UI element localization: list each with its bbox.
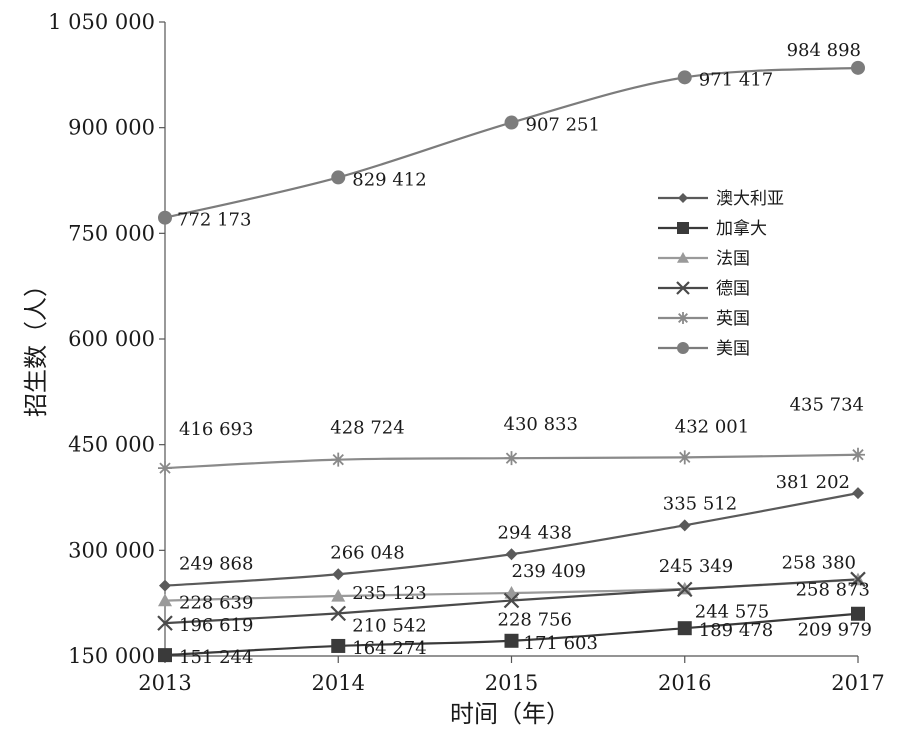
y-tick-label: 900 000 [68,116,155,140]
legend-label: 德国 [716,279,750,299]
y-tick-label: 300 000 [68,538,155,562]
data-label: 416 693 [179,419,253,440]
data-point [851,447,865,462]
y-axis-title: 招生数（人） [22,273,50,417]
data-label: 266 048 [330,542,404,563]
data-label: 239 409 [512,561,586,582]
data-label: 772 173 [177,210,251,231]
legend-marker [677,222,689,234]
data-label: 829 412 [352,169,426,190]
data-point [851,60,865,75]
data-point [851,606,865,621]
data-label: 335 512 [663,493,737,514]
data-point [158,593,172,607]
data-label: 432 001 [675,416,749,437]
x-tick-label: 2016 [658,671,711,695]
axes: 150 000 300 000 450 000 600 000 750 000 900 0… [48,10,885,695]
data-label: 189 478 [699,620,773,641]
legend-marker [676,281,690,295]
legend-label: 法国 [716,249,750,269]
data-point [331,589,346,602]
data-label: 210 542 [352,615,426,636]
data-label: 228 639 [179,593,253,614]
data-point [505,548,518,561]
data-point [331,452,346,467]
data-point [332,568,345,581]
data-label: 228 756 [498,610,572,631]
data-point [330,605,347,622]
legend-label: 美国 [716,339,750,359]
data-point [504,451,519,466]
data-label: 984 898 [787,40,861,61]
data-point [677,450,692,465]
data-label: 971 417 [699,69,773,90]
y-tick-label: 600 000 [68,327,155,351]
data-point [331,638,346,653]
data-label: 907 251 [526,115,600,136]
data-label: 209 979 [798,620,872,641]
x-tick-label: 2015 [485,671,538,695]
x-tick-label: 2014 [312,671,365,695]
data-label: 151 244 [179,647,253,668]
data-label: 430 833 [504,414,578,435]
data-label: 428 724 [330,418,404,439]
data-point [158,210,172,225]
x-tick-label: 2017 [831,671,884,695]
legend-label: 英国 [716,309,750,329]
x-tick-label: 2013 [138,671,191,695]
data-label: 249 868 [179,554,253,575]
legend-label: 加拿大 [716,218,767,239]
data-label: 381 202 [776,472,850,493]
legend-marker [678,193,688,203]
data-label: 245 349 [659,556,733,577]
data-point [159,579,171,592]
y-tick-label: 1 050 000 [48,10,155,34]
legend-label: 澳大利亚 [716,189,784,209]
data-label: 171 603 [524,633,598,654]
data-point [504,633,519,648]
data-label: 258 380 [782,553,856,574]
data-label: 235 123 [352,583,426,604]
data-point [331,170,346,185]
y-tick-label: 450 000 [68,433,155,457]
data-point [503,592,520,609]
data-point [158,648,172,663]
legend-marker [677,342,689,354]
data-label: 164 274 [352,638,426,659]
data-label: 294 438 [498,522,572,543]
data-point [678,519,691,532]
data-label: 435 734 [790,395,864,416]
data-point [850,571,866,588]
data-point [676,581,693,598]
data-point [158,461,172,476]
data-point [677,621,692,636]
data-labels: 249 868 266 048 294 438 335 512 381 202 151 2… [177,40,872,668]
y-tick-label: 750 000 [68,221,155,245]
data-label: 258 873 [796,579,870,600]
series-markers [157,60,866,663]
data-label: 196 619 [179,615,253,636]
x-axis-title: 时间（年） [450,700,570,728]
y-tick-label: 150 000 [68,644,155,668]
legend-marker [677,252,689,263]
data-point [504,115,519,130]
data-point [677,70,692,85]
data-label: 244 575 [695,601,769,622]
data-point [852,487,864,500]
data-point [157,615,173,631]
legend-marker [677,312,689,324]
